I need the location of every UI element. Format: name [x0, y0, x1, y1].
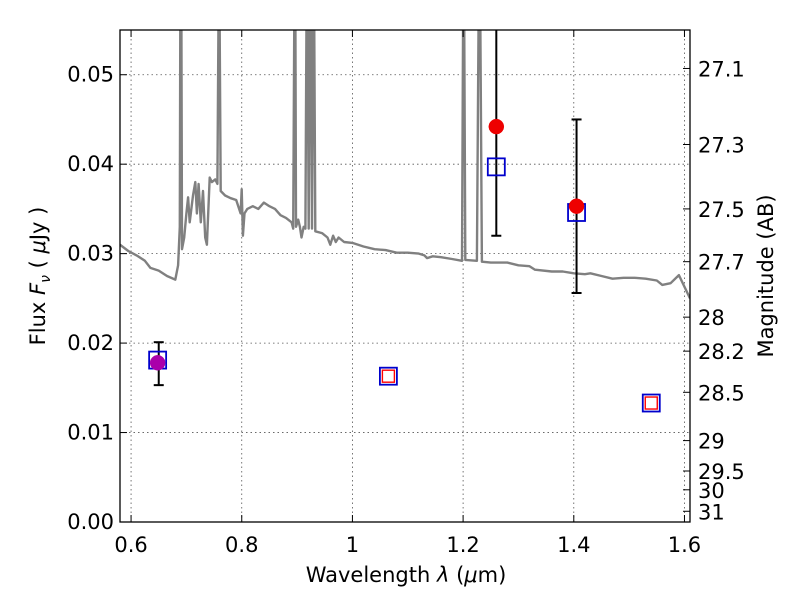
- model-sed-line: [120, 30, 690, 299]
- magnitude-tick-label: 27.3: [698, 134, 745, 158]
- magnitude-tick-label: 28.5: [698, 381, 745, 405]
- y-tick-label: 0.01: [67, 421, 114, 445]
- square-marker: [378, 366, 398, 386]
- magnitude-tick-label: 27.1: [698, 57, 745, 81]
- x-tick-label: 1.4: [557, 533, 590, 557]
- magnitude-tick-label: 28: [698, 306, 725, 330]
- x-tick-label: 0.6: [114, 533, 147, 557]
- magnitude-tick-label: 29: [698, 430, 725, 454]
- magnitude-tick-label: 28.2: [698, 340, 745, 364]
- circle-marker: [568, 198, 585, 214]
- y-tick-label: 0.02: [67, 331, 114, 355]
- x-tick-label: 0.8: [225, 533, 258, 557]
- x-axis-ticks: 0.6 0.8 1 1.2 1.4 1.6: [114, 30, 701, 557]
- y-axis-ticks: 0.00 0.01 0.02 0.03 0.04 0.05: [67, 63, 127, 534]
- magnitude-tick-label: 29.5: [698, 460, 745, 484]
- circle-marker: [149, 355, 166, 371]
- magnitude-tick-label: 27.5: [698, 198, 745, 222]
- x-axis-label: Wavelength λ (μm): [306, 563, 507, 587]
- square-marker: [486, 157, 506, 177]
- magnitude-tick-label: 30: [698, 479, 725, 503]
- inner-square-marker: [644, 396, 658, 410]
- plot-frame: [119, 29, 691, 523]
- magnitude-tick-label: 31: [698, 500, 725, 524]
- circle-marker: [488, 118, 505, 135]
- magnitude-tick-label: 27.7: [698, 251, 745, 275]
- y-tick-label: 0.04: [67, 152, 114, 176]
- y-tick-label: 0.00: [67, 510, 114, 534]
- y-axis-label: Flux Fν ( μJy ): [26, 207, 54, 346]
- x-tick-label: 1: [346, 533, 359, 557]
- plot-area: [120, 30, 690, 413]
- x-tick-label: 1.2: [446, 533, 479, 557]
- inner-square-marker: [381, 369, 396, 383]
- y2-axis-label: Magnitude (AB): [754, 194, 778, 357]
- y-tick-label: 0.05: [67, 63, 114, 87]
- y-tick-label: 0.03: [67, 242, 114, 266]
- square-marker: [641, 393, 661, 413]
- x-tick-label: 1.6: [668, 533, 701, 557]
